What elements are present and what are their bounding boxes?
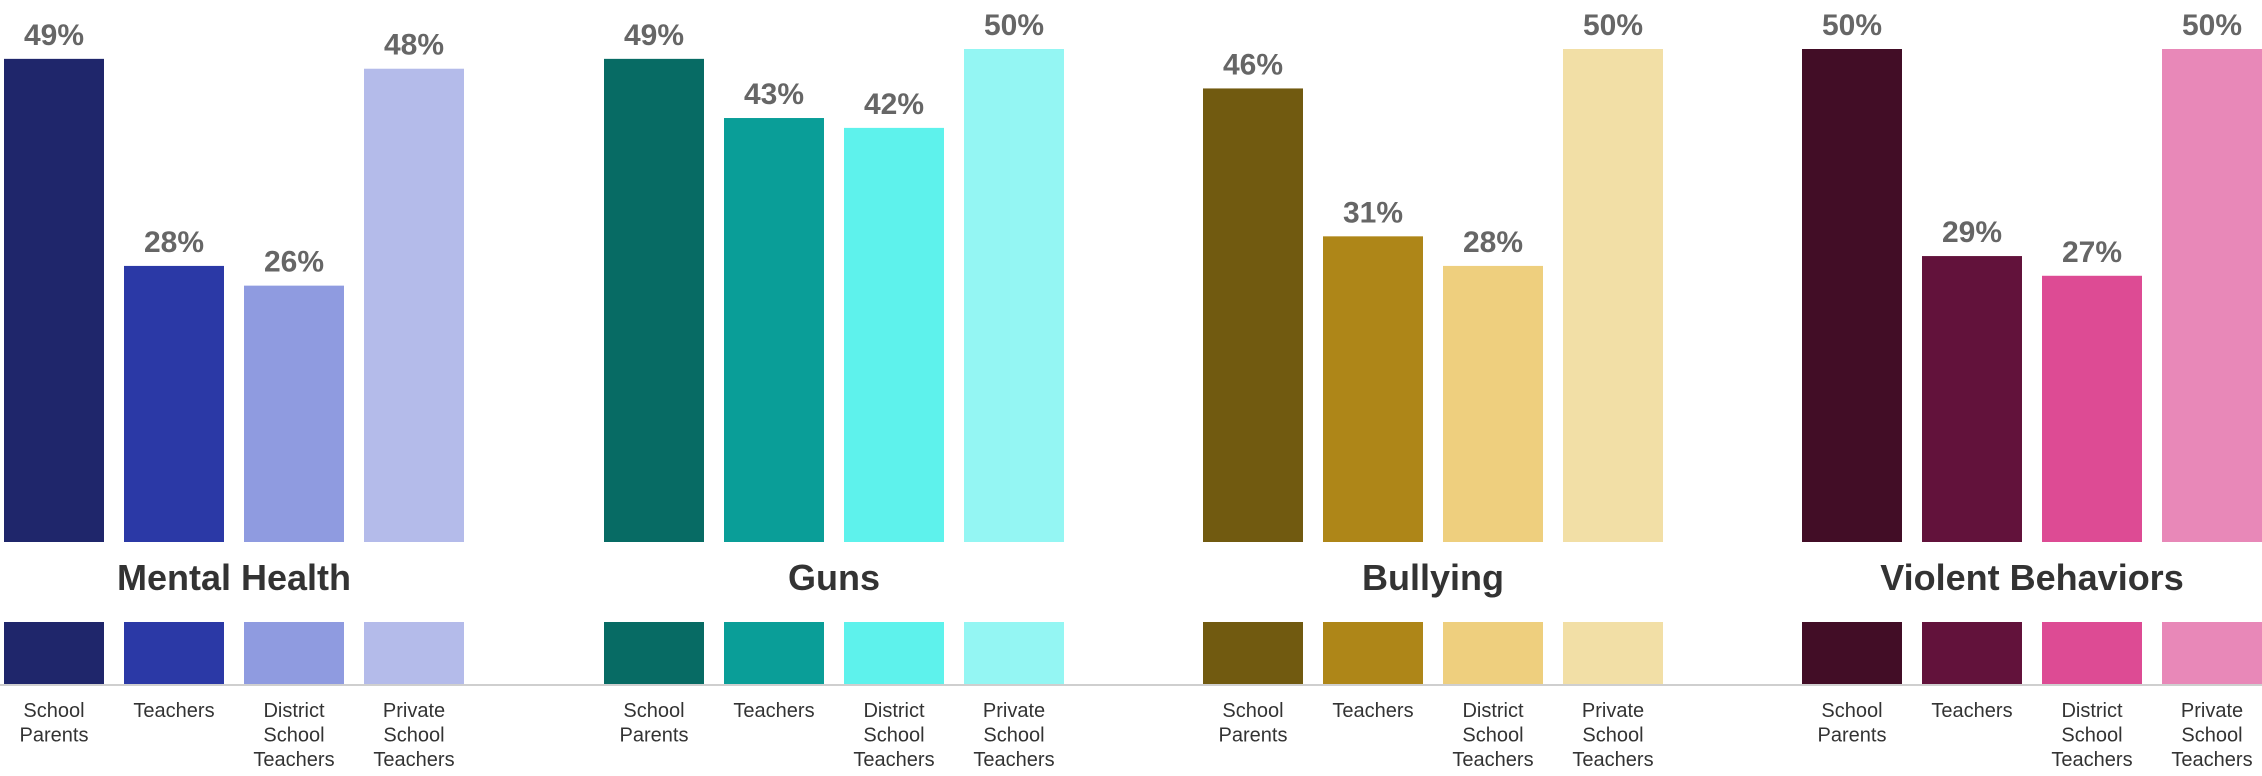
legend-swatch [1443,622,1543,684]
category-label: District [1462,700,1524,722]
category-label: Teachers [853,749,934,771]
legend-swatch [1802,622,1902,684]
legend-swatch [4,622,104,684]
category-label: Parents [1818,725,1887,747]
bar [1203,88,1303,542]
category-label: Teachers [2171,749,2252,771]
category-label: Parents [20,725,89,747]
bar [1802,49,1902,542]
data-label: 46% [1223,48,1283,81]
category-label: Parents [1219,725,1288,747]
group-title: Mental Health [117,557,351,598]
legend-swatch [124,622,224,684]
data-label: 43% [744,78,804,111]
category-label: Teachers [253,749,334,771]
legend-swatch [964,622,1064,684]
category-label: Private [383,700,445,722]
category-label: School [1582,725,1643,747]
data-label: 50% [1822,9,1882,42]
legend-swatch [2042,622,2142,684]
bar [1443,265,1543,542]
category-label: School [2181,725,2242,747]
bar [1922,256,2022,542]
legend-swatch [604,622,704,684]
legend-swatch [1563,622,1663,684]
legend-swatch [1922,622,2022,684]
category-label: School [623,700,684,722]
category-label: School [1821,700,1882,722]
category-label: Teachers [1572,749,1653,771]
bar [724,118,824,543]
legend-swatch [1203,622,1303,684]
category-label: School [2061,725,2122,747]
legend-swatch [1323,622,1423,684]
category-label: School [1462,725,1523,747]
category-label: School [383,725,444,747]
group-title: Violent Behaviors [1880,557,2183,598]
legend-swatch [2162,622,2262,684]
category-label: School [23,700,84,722]
bar [2042,275,2142,542]
data-label: 28% [144,226,204,259]
data-label: 42% [864,88,924,121]
category-label: District [2061,700,2123,722]
category-label: School [983,725,1044,747]
data-label: 50% [2182,9,2242,42]
data-label: 27% [2062,236,2122,269]
legend-swatch [844,622,944,684]
bar [4,58,104,543]
data-label: 48% [384,29,444,62]
bar [2162,49,2262,542]
category-label: Parents [620,725,689,747]
category-label: Private [983,700,1045,722]
group-title: Guns [788,557,880,598]
data-label: 49% [24,19,84,52]
category-label: Teachers [733,700,814,722]
category-label: Private [2181,700,2243,722]
bar [364,68,464,542]
data-label: 26% [264,246,324,279]
category-label: District [263,700,325,722]
data-label: 50% [1583,9,1643,42]
bar [604,58,704,543]
legend-swatch [724,622,824,684]
category-label: Teachers [1452,749,1533,771]
data-label: 49% [624,19,684,52]
category-label: Teachers [1931,700,2012,722]
bar [844,127,944,542]
bar [964,49,1064,542]
bar [244,285,344,542]
legend-swatch [364,622,464,684]
data-label: 29% [1942,216,2002,249]
data-label: 50% [984,9,1044,42]
bar [1323,236,1423,542]
category-label: District [863,700,925,722]
category-label: Teachers [133,700,214,722]
category-label: Teachers [973,749,1054,771]
legend-swatch [244,622,344,684]
category-label: School [263,725,324,747]
category-label: Private [1582,700,1644,722]
category-label: School [1222,700,1283,722]
group-title: Bullying [1362,557,1504,598]
category-label: Teachers [373,749,454,771]
category-label: Teachers [1332,700,1413,722]
data-label: 28% [1463,226,1523,259]
category-label: School [863,725,924,747]
bar [124,265,224,542]
category-label: Teachers [2051,749,2132,771]
data-label: 31% [1343,196,1403,229]
bar [1563,49,1663,542]
